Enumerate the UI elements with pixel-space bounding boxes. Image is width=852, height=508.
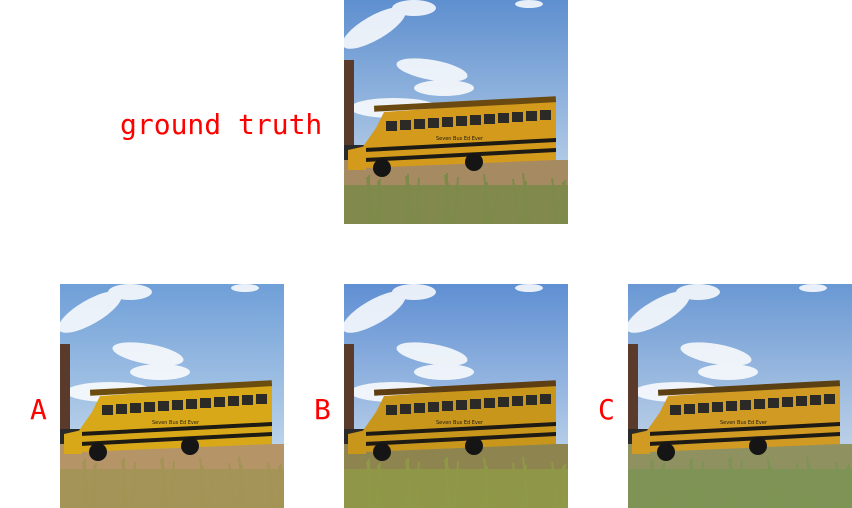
option-b-image: Seven Bus Ed Ever [344, 284, 568, 508]
option-c-image: Seven Bus Ed Ever [628, 284, 852, 508]
option-a-image: Seven Bus Ed Ever [60, 284, 284, 508]
bus-photo: Seven Bus Ed Ever [60, 284, 284, 508]
weeds [344, 456, 567, 508]
front-wheel [657, 443, 675, 461]
front-wheel [373, 159, 391, 177]
building-edge [60, 344, 70, 434]
school-bus: Seven Bus Ed Ever [348, 96, 557, 177]
bus-photo: Seven Bus Ed Ever [344, 284, 568, 508]
bus-photo: Seven Bus Ed Ever [628, 284, 852, 508]
weeds [344, 172, 567, 224]
bus-sign-text: Seven Bus Ed Ever [152, 420, 200, 426]
building-edge [344, 60, 354, 150]
front-wheel [373, 443, 391, 461]
ground-truth-image: Seven Bus Ed Ever [344, 0, 568, 224]
building-edge [344, 344, 354, 434]
school-bus: Seven Bus Ed Ever [632, 380, 841, 461]
weeds [628, 456, 851, 508]
ground-truth-label: ground truth [120, 108, 323, 141]
rear-wheel [465, 153, 483, 171]
bus-photo: Seven Bus Ed Ever [344, 0, 568, 224]
option-a-label: A [30, 393, 47, 426]
front-wheel [89, 443, 107, 461]
bus-sign-text: Seven Bus Ed Ever [436, 420, 484, 426]
rear-wheel [181, 437, 199, 455]
bus-sign-text: Seven Bus Ed Ever [436, 136, 484, 142]
rear-wheel [465, 437, 483, 455]
weeds [60, 456, 283, 508]
rear-wheel [749, 437, 767, 455]
school-bus: Seven Bus Ed Ever [348, 380, 557, 461]
option-c-label: C [598, 393, 615, 426]
school-bus: Seven Bus Ed Ever [64, 380, 273, 461]
clouds [344, 284, 543, 402]
clouds [628, 284, 827, 402]
clouds [344, 0, 543, 118]
bus-sign-text: Seven Bus Ed Ever [720, 420, 768, 426]
option-b-label: B [314, 393, 331, 426]
building-edge [628, 344, 638, 434]
